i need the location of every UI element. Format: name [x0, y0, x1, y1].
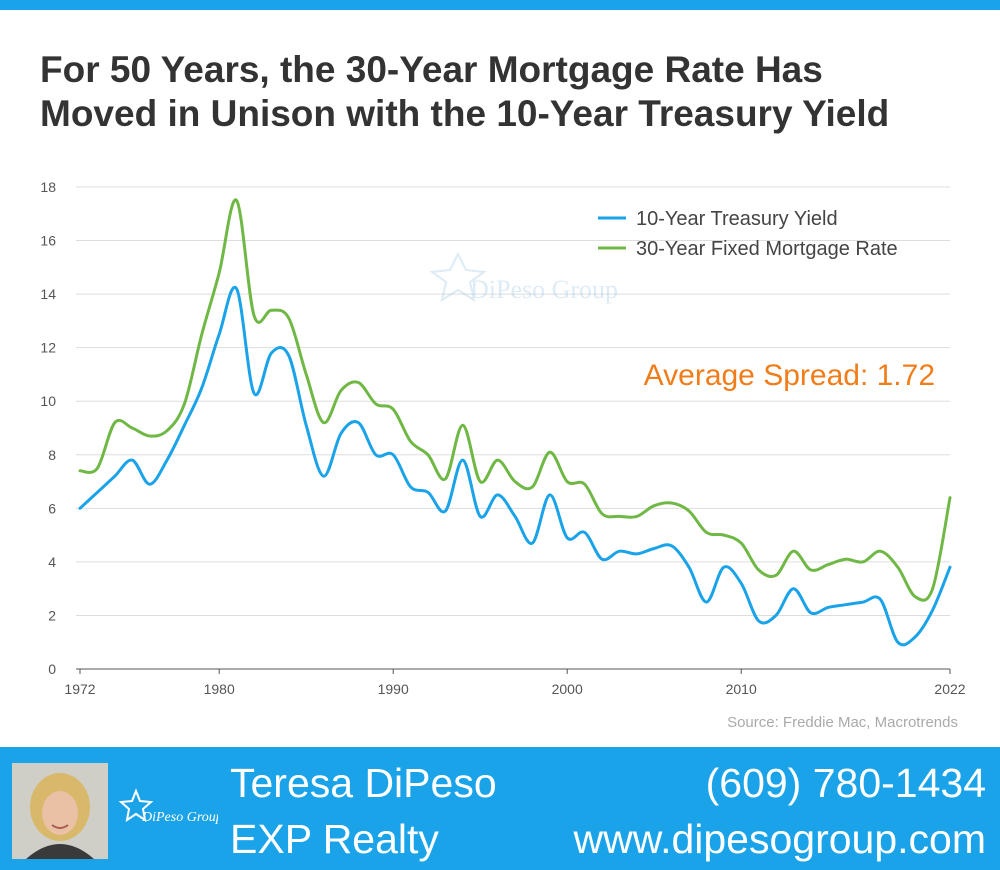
star-logo-icon	[429, 251, 487, 303]
line-chart: DiPeso Group 0 2 4 6 8 10 12 14 16 18 1972 1980 1990…	[40, 179, 965, 731]
svg-text:DiPeso Group: DiPeso Group	[141, 810, 218, 825]
star-logo-icon: DiPeso Group	[118, 788, 223, 825]
y-tick-label: 16	[40, 233, 56, 249]
y-tick-label: 10	[40, 393, 56, 409]
mortgage-rate-line	[78, 198, 952, 602]
dipeso-logo: DiPeso Group	[118, 787, 223, 831]
chart-axes: 0 2 4 6 8 10 12 14 16 18 1972 1980 1990 2000 2010 2022	[40, 179, 965, 697]
agent-photo	[12, 763, 108, 859]
y-tick-label: 6	[48, 500, 56, 516]
page-title: For 50 Years, the 30-Year Mortgage Rate …	[40, 48, 980, 136]
agent-phone[interactable]: (609) 780-1434	[705, 760, 986, 806]
agent-website[interactable]: www.dipesogroup.com	[573, 816, 986, 862]
y-tick-label: 8	[48, 447, 56, 463]
x-tick-label: 1990	[378, 681, 409, 697]
y-tick-label: 12	[40, 340, 56, 356]
legend-label: 30-Year Fixed Mortgage Rate	[636, 238, 898, 260]
y-tick-label: 4	[48, 554, 56, 570]
agent-company: EXP Realty	[230, 816, 439, 862]
chart-legend: 10-Year Treasury Yield 30-Year Fixed Mort…	[598, 208, 898, 260]
chart-gridlines	[76, 186, 950, 616]
chart-source: Source: Freddie Mac, Macrotrends	[727, 714, 958, 731]
y-tick-label: 2	[48, 607, 56, 623]
y-tick-label: 14	[40, 286, 56, 302]
average-spread-annotation: Average Spread: 1.72	[644, 359, 935, 392]
title-line-1: For 50 Years, the 30-Year Mortgage Rate …	[40, 49, 823, 90]
treasury-yield-line	[78, 285, 952, 647]
x-tick-label: 2022	[934, 681, 965, 697]
x-tick-label: 2010	[726, 681, 757, 697]
x-tick-label: 1980	[204, 681, 235, 697]
y-tick-label: 18	[40, 179, 56, 195]
agent-name: Teresa DiPeso	[230, 760, 497, 806]
legend-label: 10-Year Treasury Yield	[636, 208, 838, 230]
y-tick-label: 0	[48, 661, 56, 677]
chart-series	[78, 198, 952, 647]
x-tick-label: 2000	[552, 681, 583, 697]
dipeso-watermark: DiPeso Group	[429, 251, 618, 304]
watermark-text: DiPeso Group	[470, 275, 618, 304]
x-tick-label: 1972	[64, 681, 95, 697]
agent-footer: DiPeso Group Teresa DiPeso EXP Realty (6…	[0, 747, 1000, 870]
title-line-2: Moved in Unison with the 10-Year Treasur…	[40, 93, 890, 134]
top-accent-bar	[0, 0, 1000, 10]
agent-portrait-icon	[12, 763, 108, 859]
